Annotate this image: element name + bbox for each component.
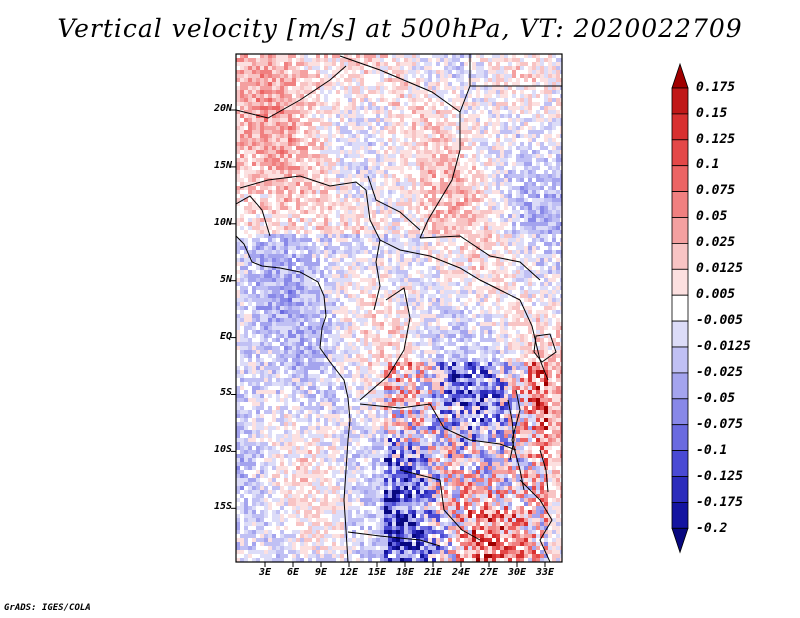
colorbar-segment	[671, 242, 689, 270]
lat-label: 5N	[219, 274, 232, 285]
lon-label: 3E	[258, 567, 272, 578]
lat-label: 10S	[213, 444, 232, 455]
lat-label: 5S	[219, 387, 232, 398]
lon-label: 9E	[314, 567, 328, 578]
colorbar-label: 0.175	[696, 80, 736, 95]
colorbar-segment	[671, 398, 689, 426]
lon-label: 18E	[395, 567, 415, 578]
colorbar-segment	[671, 165, 689, 192]
colorbar-segment	[671, 476, 689, 503]
colorbar-label: 0.0125	[696, 261, 743, 276]
border-niger-nigeria	[239, 175, 367, 191]
border-libya-chad	[339, 54, 471, 113]
colorbar-segment	[671, 87, 689, 115]
lat-label: 10N	[213, 217, 232, 228]
country-borders	[236, 54, 562, 562]
lon-label: 6E	[286, 567, 300, 578]
lon-label: 30E	[507, 567, 527, 578]
border-sudan-ssudan	[419, 235, 541, 281]
colorbar-label: 0.05	[696, 209, 728, 224]
border-algeria-niger	[236, 65, 347, 119]
lat-label: 20N	[213, 103, 232, 114]
colorbar-label: -0.2	[696, 521, 728, 536]
border-nigeria-cameroon	[365, 189, 381, 311]
colorbar-cap-top	[671, 62, 689, 89]
colorbar-segment	[671, 320, 689, 348]
border-mozambique	[519, 479, 553, 562]
colorbar-label: -0.025	[696, 365, 743, 380]
colorbar-segment	[671, 217, 689, 244]
colorbar-segment	[671, 501, 689, 529]
colorbar-segment	[671, 424, 689, 452]
colorbar-label: 0.15	[696, 106, 728, 121]
colorbar-segment	[671, 372, 689, 400]
lat-label: 15N	[213, 160, 232, 171]
chart-title: Vertical velocity [m/s] at 500hPa, VT: 2…	[57, 14, 743, 43]
colorbar-segment	[671, 346, 689, 374]
colorbar-label: -0.1	[696, 443, 728, 458]
lon-label: 12E	[339, 567, 359, 578]
border-angola-zambia	[399, 469, 481, 541]
colorbar-segment	[671, 139, 689, 167]
coastline-west	[236, 235, 351, 562]
colorbar-label: 0.125	[696, 132, 736, 147]
lake-victoria	[533, 333, 557, 363]
border-drc-south	[359, 403, 517, 451]
lon-label: 33E	[535, 567, 555, 578]
lon-label: 15E	[367, 567, 387, 578]
grads-credit: GrADS: IGES/COLA	[4, 603, 91, 613]
border-car	[379, 239, 521, 301]
lon-label: 21E	[423, 567, 443, 578]
colorbar-label: 0.025	[696, 235, 736, 250]
colorbar-segment	[671, 268, 689, 296]
border-congo-drc	[359, 287, 411, 401]
map-frame	[235, 53, 563, 563]
border-angola-namibia	[347, 531, 441, 547]
border-tanzania	[511, 389, 525, 491]
colorbar-segment	[671, 191, 689, 218]
border-mali-burkina	[236, 195, 271, 237]
lat-label: 15S	[213, 501, 232, 512]
colorbar-label: -0.175	[696, 495, 743, 510]
lake-malawi	[539, 449, 549, 493]
colorbar-segment	[671, 294, 689, 322]
colorbar-cap-bottom	[671, 527, 689, 554]
lon-label: 27E	[479, 567, 499, 578]
lat-label: EQ	[219, 331, 232, 342]
velocity-field	[236, 54, 562, 562]
colorbar-label: 0.005	[696, 287, 736, 302]
colorbar-label: 0.1	[696, 157, 720, 172]
colorbar-label: -0.075	[696, 417, 743, 432]
lake-tanganyika	[507, 399, 515, 461]
colorbar-label: -0.125	[696, 469, 743, 484]
colorbar-segment	[671, 113, 689, 141]
colorbar-label: -0.05	[696, 391, 736, 406]
border-chad-central	[367, 175, 421, 231]
colorbar-segment	[671, 450, 689, 477]
colorbar-label: -0.005	[696, 313, 743, 328]
colorbar-label: -0.0125	[696, 339, 751, 354]
border-uganda-kenya	[519, 299, 549, 381]
border-chad-sudan	[419, 112, 461, 239]
colorbar-label: 0.075	[696, 183, 736, 198]
colorbar	[671, 62, 689, 554]
lon-label: 24E	[451, 567, 471, 578]
axis-ticks	[231, 109, 546, 567]
